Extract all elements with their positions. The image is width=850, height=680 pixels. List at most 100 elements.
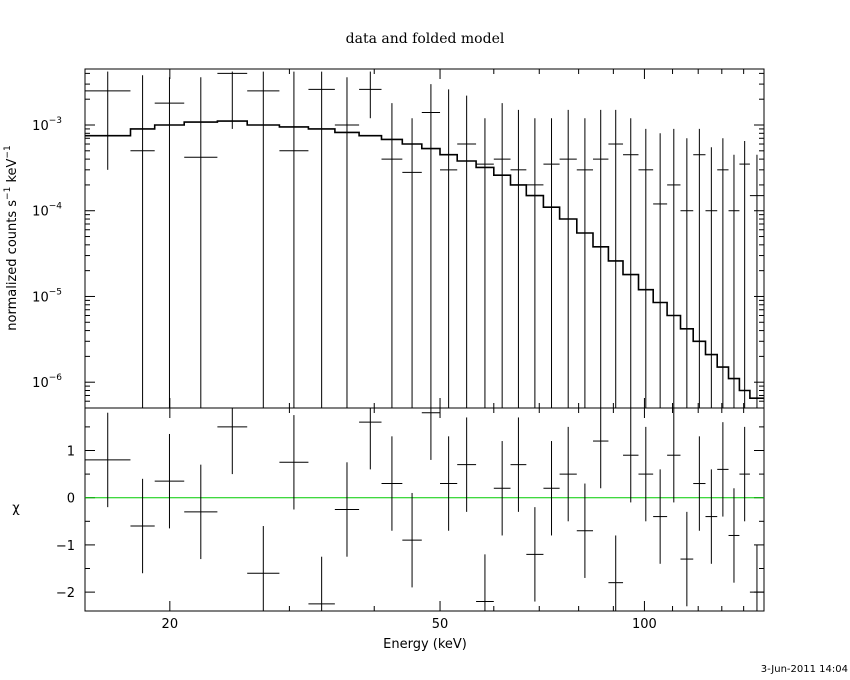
model-curve <box>85 120 764 399</box>
x-tick-label: 20 <box>162 617 179 632</box>
y-tick-label: −1 <box>56 539 75 554</box>
data-point <box>623 118 639 408</box>
residual-point <box>680 511 694 607</box>
data-point <box>693 128 706 408</box>
residual-point <box>308 556 335 611</box>
residual-point <box>749 544 764 611</box>
data-point <box>493 103 511 408</box>
x-tick-label: 50 <box>432 617 449 632</box>
data-point <box>334 77 360 408</box>
ylabel-main: normalized counts s <box>5 200 20 331</box>
data-point <box>510 109 527 408</box>
residual-point <box>705 469 718 564</box>
y-tick-label: 10−6 <box>32 373 62 391</box>
bottom-panel-frame <box>84 407 765 612</box>
data-point <box>184 77 218 408</box>
data-point <box>247 71 280 408</box>
residual-point <box>667 408 681 503</box>
y-tick-label: 10−5 <box>32 287 62 305</box>
data-point <box>526 118 544 408</box>
data-point <box>653 133 668 408</box>
residual-point <box>576 483 594 578</box>
residual-point <box>493 441 511 536</box>
residual-point <box>247 526 280 611</box>
data-point <box>308 71 335 408</box>
ylabel-mid: keV <box>5 158 20 186</box>
data-point <box>728 154 740 408</box>
x-tick-label: 100 <box>632 617 657 632</box>
y-tick-label: 1 <box>67 444 75 459</box>
data-point <box>739 141 750 408</box>
svg-text:normalized counts s−1 keV−1: normalized counts s−1 keV−1 <box>3 145 20 330</box>
chart-title: data and folded model <box>346 31 505 47</box>
y-tick-label: 10−3 <box>32 116 62 134</box>
ylabel-sup2: −1 <box>3 145 13 158</box>
residual-point <box>402 492 422 588</box>
data-points <box>85 71 764 408</box>
residual-point <box>510 417 527 512</box>
data-point <box>717 138 729 408</box>
data-point <box>421 84 441 408</box>
residual-point <box>543 441 560 536</box>
residual-point <box>476 554 494 611</box>
x-axis-label: Energy (keV) <box>383 637 467 652</box>
data-point <box>543 118 560 408</box>
residual-point <box>638 426 654 522</box>
data-point <box>667 128 681 408</box>
data-point <box>608 109 624 408</box>
residual-point <box>717 422 729 517</box>
residual-points <box>85 408 764 611</box>
y-tick-label: 0 <box>67 492 75 507</box>
data-point <box>154 77 185 408</box>
data-point <box>680 138 694 408</box>
data-point <box>576 118 594 408</box>
data-point <box>359 71 382 119</box>
data-point <box>85 71 131 170</box>
residual-point <box>440 436 458 531</box>
timestamp: 3-Jun-2011 14:04 <box>761 664 848 675</box>
residual-point <box>526 507 544 602</box>
y-tick-label: 10−4 <box>32 202 62 220</box>
ylabel-sup1: −1 <box>3 187 13 200</box>
residual-point <box>130 478 155 574</box>
data-point <box>638 128 654 408</box>
data-point <box>457 95 477 408</box>
data-point <box>749 154 764 408</box>
residual-point <box>608 535 624 611</box>
residual-point <box>381 436 403 531</box>
residual-point <box>85 412 131 508</box>
data-point <box>130 75 155 408</box>
data-point <box>476 118 494 408</box>
residual-point <box>184 464 218 560</box>
residual-point <box>421 408 441 460</box>
residual-point <box>739 426 750 522</box>
data-point <box>593 109 609 408</box>
residual-point <box>217 408 248 475</box>
bottom-ylabel: χ <box>12 501 20 516</box>
data-point <box>279 71 309 408</box>
data-point <box>217 71 248 129</box>
y-tick-label: −2 <box>56 586 75 601</box>
residual-point <box>154 433 185 529</box>
residual-point <box>559 426 577 522</box>
residual-point <box>728 488 740 583</box>
residual-point <box>279 415 309 510</box>
residual-point <box>457 417 477 512</box>
data-point <box>440 89 458 408</box>
residual-point <box>359 408 382 470</box>
model-step-line <box>85 120 764 399</box>
residual-point <box>653 469 668 564</box>
top-axis-ticks: 10−6 10−5 10−4 10−3 <box>32 69 765 409</box>
residual-point <box>593 408 609 489</box>
residual-point <box>334 462 360 557</box>
bottom-axis-ticks: 20 50 100 1 0 −1 −2 <box>56 408 765 632</box>
residual-point <box>623 408 639 503</box>
data-point <box>381 103 403 408</box>
top-ylabel: normalized counts s−1 keV−1 <box>3 145 20 330</box>
top-panel-frame <box>84 68 765 409</box>
data-point <box>559 109 577 408</box>
data-point <box>402 118 422 408</box>
data-point <box>705 147 718 408</box>
residual-point <box>693 436 706 531</box>
